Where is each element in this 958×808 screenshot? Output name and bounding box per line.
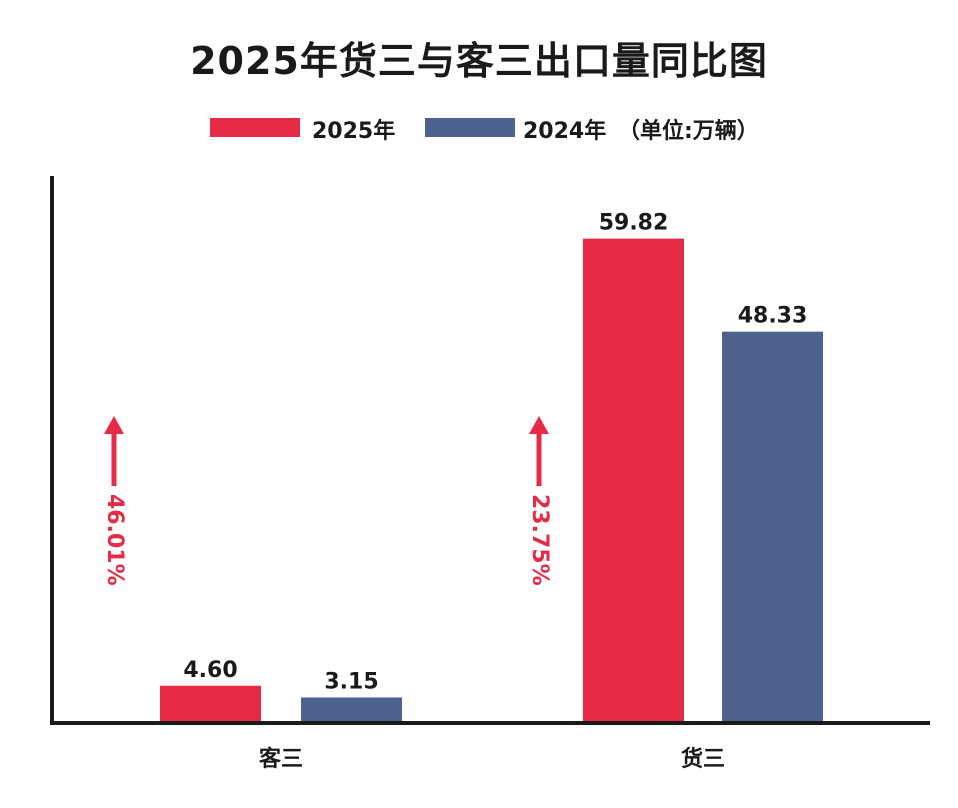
bar-客三-2025年 <box>160 685 261 721</box>
bar-value-label-客三-2024年: 3.15 <box>324 669 378 694</box>
bar-value-label-货三-2024年: 48.33 <box>738 304 808 329</box>
growth-percent-label-客三: 46.01% <box>102 494 127 586</box>
category-label-货三: 货三 <box>681 746 725 772</box>
growth-arrow-head-货三 <box>529 416 549 434</box>
unit-note: （单位:万辆） <box>618 119 759 144</box>
legend-label-2024: 2024年 <box>523 119 607 144</box>
bar-value-label-客三-2025年: 4.60 <box>183 658 237 683</box>
growth-arrow-head-客三 <box>104 416 124 434</box>
legend-swatch-2024 <box>425 118 515 137</box>
chart-title: 2025年货三与客三出口量同比图 <box>190 39 768 83</box>
legend: 2025年 2024年 （单位:万辆） <box>0 110 958 146</box>
bar-货三-2025年 <box>583 238 684 722</box>
growth-percent-label-货三: 23.75% <box>527 494 552 586</box>
bar-value-label-货三-2025年: 59.82 <box>599 211 669 236</box>
bar-货三-2024年 <box>722 331 823 721</box>
category-label-客三: 客三 <box>259 746 303 772</box>
bar-客三-2024年 <box>301 697 402 721</box>
legend-label-2025: 2025年 <box>312 119 396 144</box>
legend-swatch-2025 <box>210 118 300 137</box>
